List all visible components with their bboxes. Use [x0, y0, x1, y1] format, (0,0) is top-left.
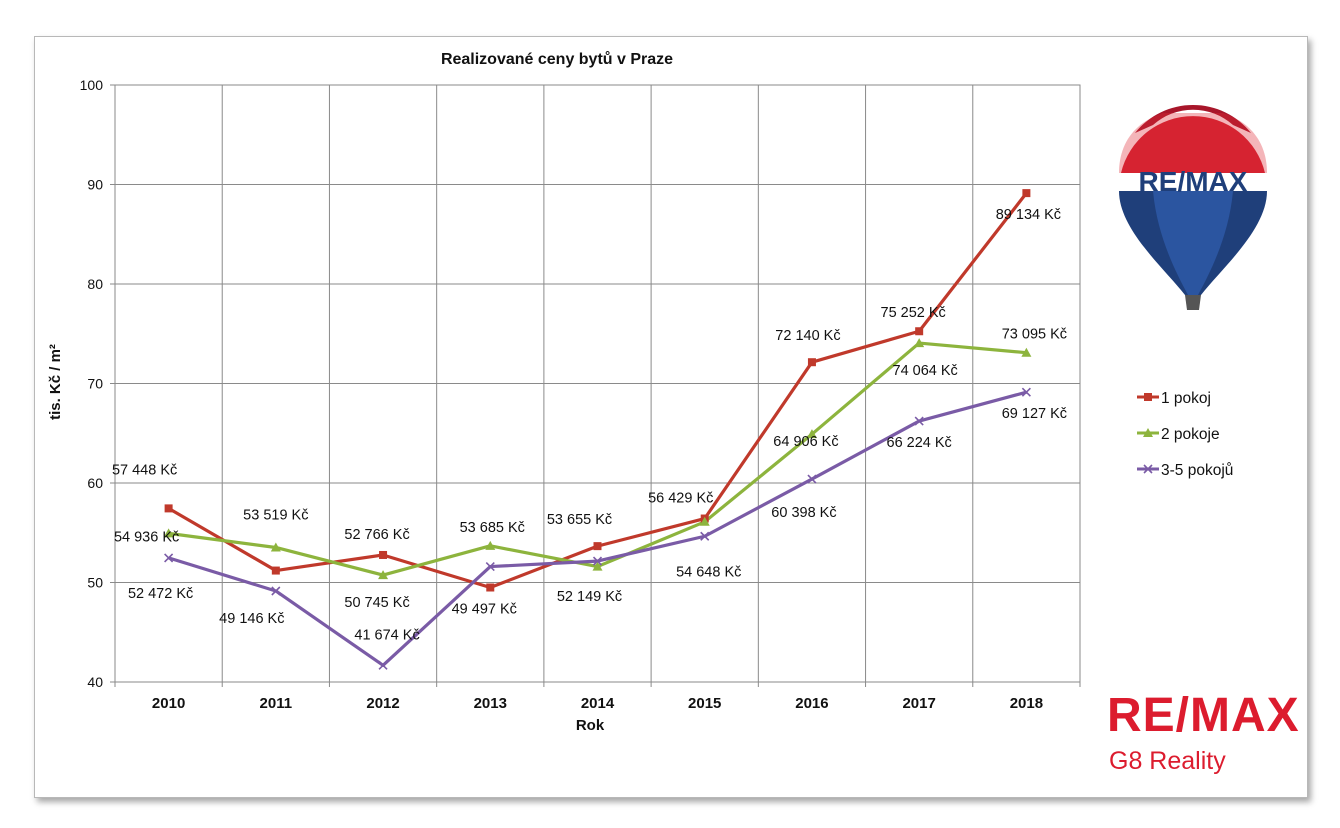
legend-item: 2 pokoje — [1137, 426, 1220, 443]
data-point-x — [164, 553, 174, 563]
data-point-triangle — [1143, 428, 1153, 437]
x-tick-label: 2010 — [152, 695, 185, 712]
data-label: 75 252 Kč — [881, 305, 946, 321]
data-point-square — [807, 358, 816, 367]
y-tick-label: 50 — [87, 575, 103, 591]
data-point-square — [379, 550, 388, 559]
data-label: 56 429 Kč — [648, 491, 713, 507]
remax-brand-logo: RE/MAX — [1107, 689, 1300, 742]
data-point-square — [593, 542, 602, 551]
axis-ticks: 40 50 60 70 80 90 100 2010 2011 2012 2013 2014 2015 2… — [80, 77, 1043, 712]
data-label: 49 497 Kč — [452, 602, 517, 618]
price-line-chart: 57 448 Kč 52 766 Kč 49 497 Kč 53 655 Kč 56 4… — [47, 51, 1267, 734]
data-point-x — [1021, 387, 1031, 397]
data-label: 53 685 Kč — [460, 520, 525, 536]
x-axis-label: Rok — [576, 717, 605, 734]
data-labels: 57 448 Kč 52 766 Kč 49 497 Kč 53 655 Kč 56 4… — [112, 207, 1067, 643]
data-point-triangle — [914, 338, 925, 348]
series-markers — [163, 189, 1032, 670]
data-point-square — [486, 583, 495, 592]
data-point-triangle — [270, 542, 281, 552]
y-tick-label: 60 — [87, 475, 103, 491]
data-label: 74 064 Kč — [893, 363, 958, 379]
data-point-triangle — [163, 528, 174, 538]
remax-office-name: G8 Reality — [1109, 747, 1226, 775]
data-point-triangle — [806, 429, 817, 439]
grid — [110, 84, 1081, 687]
legend-item: 3-5 pokojů — [1137, 462, 1233, 479]
y-axis-label: tis. Kč / m² — [47, 344, 64, 420]
x-tick-label: 2018 — [1010, 695, 1043, 712]
data-label: 64 906 Kč — [773, 434, 838, 450]
data-label: 52 766 Kč — [344, 527, 409, 543]
x-tick-label: 2015 — [688, 695, 721, 712]
data-point-x — [378, 660, 388, 670]
data-point-triangle — [1021, 347, 1032, 357]
y-tick-label: 90 — [87, 177, 103, 193]
data-point-x — [700, 531, 710, 541]
x-tick-label: 2017 — [902, 695, 935, 712]
chart-frame: 57 448 Kč 52 766 Kč 49 497 Kč 53 655 Kč 56 4… — [34, 36, 1308, 798]
data-label: 69 127 Kč — [1002, 406, 1067, 422]
data-label: 53 519 Kč — [243, 507, 308, 523]
data-point-triangle — [592, 561, 603, 571]
data-label: 52 472 Kč — [128, 586, 193, 602]
legend-label: 2 pokoje — [1161, 426, 1220, 443]
chart-title: Realizované ceny bytů v Praze — [441, 51, 673, 68]
data-label: 60 398 Kč — [771, 505, 836, 521]
x-tick-label: 2014 — [581, 695, 615, 712]
data-point-x — [1143, 464, 1153, 474]
y-tick-label: 40 — [87, 674, 103, 690]
data-point-square — [164, 504, 173, 513]
data-point-square — [1022, 189, 1031, 198]
legend-label: 1 pokoj — [1161, 390, 1211, 407]
data-point-x — [807, 474, 817, 484]
data-label: 49 146 Kč — [219, 611, 284, 627]
data-point-x — [592, 556, 603, 566]
remax-balloon-logo: RE/MAX — [1119, 104, 1267, 310]
data-point-square — [1144, 393, 1152, 401]
balloon-brand-text: RE/MAX — [1139, 166, 1248, 197]
data-point-x — [914, 416, 924, 426]
x-tick-label: 2013 — [474, 695, 507, 712]
x-tick-label: 2016 — [795, 695, 828, 712]
legend-label: 3-5 pokojů — [1161, 462, 1233, 479]
data-point-triangle — [378, 570, 389, 580]
data-label: 41 674 Kč — [354, 627, 419, 643]
y-tick-label: 80 — [87, 276, 103, 292]
data-point-triangle — [699, 516, 710, 526]
data-label: 89 134 Kč — [996, 207, 1061, 223]
x-tick-label: 2012 — [366, 695, 399, 712]
data-label: 54 936 Kč — [114, 529, 179, 545]
x-tick-label: 2011 — [260, 695, 293, 712]
data-point-triangle — [485, 540, 496, 550]
data-point-square — [915, 327, 924, 336]
y-tick-label: 100 — [80, 77, 104, 93]
data-point-x — [485, 562, 495, 572]
data-label: 52 149 Kč — [557, 589, 622, 605]
data-label: 73 095 Kč — [1002, 327, 1067, 343]
legend-item: 1 pokoj — [1137, 390, 1211, 407]
data-label: 54 648 Kč — [676, 564, 741, 580]
legend: 1 pokoj 2 pokoje 3-5 pokojů — [1137, 390, 1233, 479]
data-label: 50 745 Kč — [344, 595, 409, 611]
data-point-x — [271, 586, 281, 596]
data-label: 57 448 Kč — [112, 462, 177, 478]
data-point-square — [271, 566, 280, 575]
y-tick-label: 70 — [87, 376, 103, 392]
data-label: 72 140 Kč — [775, 328, 840, 344]
data-label: 66 224 Kč — [887, 435, 952, 451]
data-label: 53 655 Kč — [547, 512, 612, 528]
